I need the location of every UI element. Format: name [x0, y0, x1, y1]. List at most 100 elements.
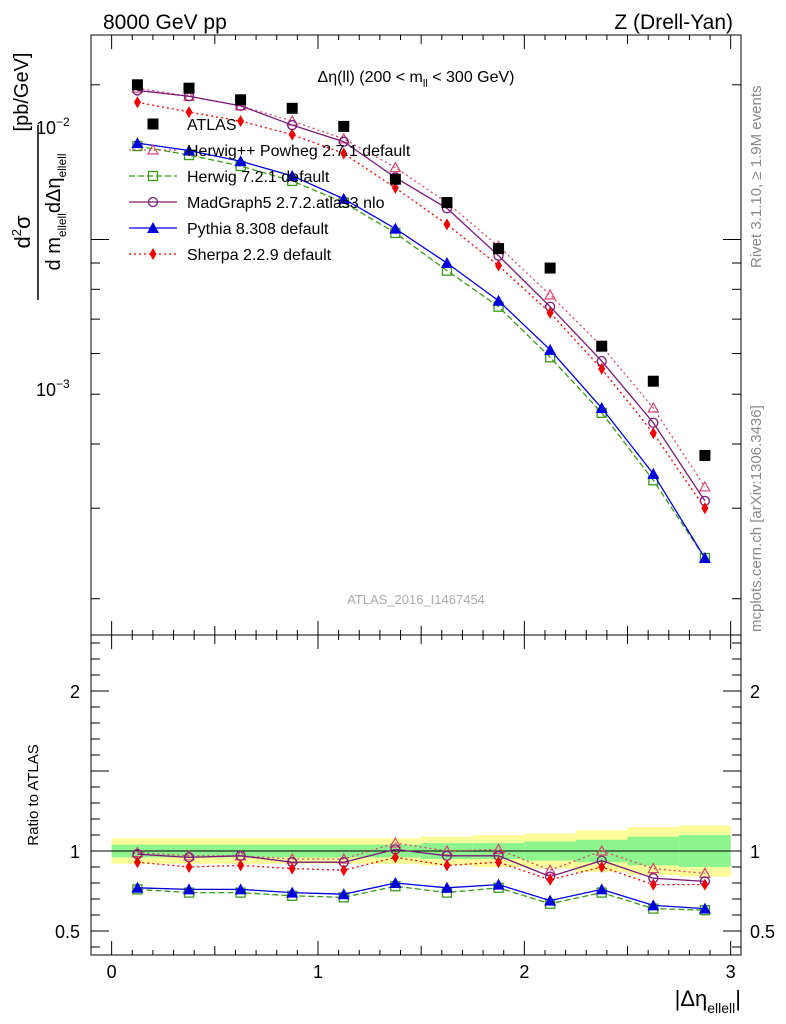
ratio-point-herwigpp — [595, 844, 608, 856]
ratio-point-sherpa — [185, 861, 193, 873]
ratio-xtick-label: 1 — [313, 962, 323, 982]
main-point-atlas — [183, 82, 195, 94]
ratio-point-pythia — [131, 881, 144, 893]
main-point-pythia — [492, 294, 505, 306]
main-line-pythia — [137, 142, 706, 559]
legend-label-pythia: Pythia 8.308 default — [187, 221, 329, 238]
ratio-point-sherpa — [546, 873, 554, 886]
legend-marker-sherpa — [149, 248, 157, 260]
main-series-atlas — [131, 79, 711, 461]
legend-label-herwigpp: Herwig++ Powheg 2.7.1 default — [187, 143, 411, 160]
legend-entry-pythia: Pythia 8.308 default — [129, 221, 329, 238]
ratio-point-herwigpp — [492, 843, 505, 855]
main-point-pythia — [647, 467, 660, 479]
main-point-sherpa — [340, 147, 348, 160]
ratio-series-herwig7 — [132, 881, 711, 916]
legend-label-atlas: ATLAS — [187, 117, 237, 134]
ratio-point-pythia — [544, 894, 557, 906]
main-point-pythia — [286, 169, 299, 181]
main-point-sherpa — [701, 502, 709, 515]
main-point-atlas — [647, 375, 659, 387]
ratio-point-herwigpp — [182, 849, 196, 861]
main-point-sherpa — [443, 218, 451, 231]
ytick-label-1e-3: 10−3 — [36, 377, 70, 400]
legend-entry-herwigpp: Herwig++ Powheg 2.7.1 default — [129, 143, 411, 160]
ratio-xtick-label: 3 — [726, 962, 736, 982]
ratio-xtick-label: 2 — [519, 962, 529, 982]
ratio-line-pythia — [137, 882, 705, 910]
main-point-atlas — [235, 94, 247, 106]
legend-entry-sherpa: Sherpa 2.2.9 default — [129, 247, 332, 264]
ratio-axis-ticks: 0 1 2 3 0.5 0.5 1 1 2 2 — [55, 635, 775, 982]
legend-label-madgraph: MadGraph5 2.7.2.atlas3 nlo — [187, 195, 385, 212]
main-point-atlas — [131, 79, 143, 91]
ratio-point-sherpa — [598, 861, 606, 873]
ratio-series-pythia — [131, 877, 711, 914]
ratio-point-herwigpp — [647, 862, 660, 874]
main-point-atlas — [389, 173, 401, 185]
ratio-point-sherpa — [495, 856, 503, 869]
ratio-point-sherpa — [391, 851, 399, 864]
main-point-atlas — [544, 262, 556, 274]
ratio-panel-frame — [90, 634, 742, 956]
main-point-herwigpp — [698, 480, 711, 492]
main-point-atlas — [286, 102, 298, 114]
ratio-point-herwigpp — [440, 844, 453, 856]
main-point-sherpa — [133, 96, 141, 109]
ratio-ytick-label-left: 2 — [70, 682, 80, 702]
ratio-ytick-label-right: 2 — [750, 682, 760, 702]
ratio-point-pythia — [595, 883, 608, 895]
main-point-pythia — [234, 155, 247, 167]
ratio-point-pythia — [337, 888, 350, 900]
ratio-line-madgraph — [137, 848, 705, 883]
ratio-point-herwigpp — [389, 836, 402, 848]
ratio-point-pythia — [492, 878, 505, 890]
legend-entry-herwig7: Herwig 7.2.1 default — [129, 169, 330, 186]
ratio-point-sherpa — [288, 862, 296, 875]
main-point-pythia — [389, 222, 402, 234]
y-axis-label-unit: [pb/GeV] — [11, 53, 33, 132]
main-point-herwigpp — [647, 401, 660, 413]
legend-label-herwig7: Herwig 7.2.1 default — [187, 169, 330, 186]
ratio-point-pythia — [698, 902, 711, 914]
main-line-sherpa — [137, 101, 706, 509]
main-point-madgraph — [338, 136, 349, 147]
main-point-atlas — [596, 340, 608, 352]
main-point-sherpa — [649, 427, 657, 440]
main-point-sherpa — [185, 106, 193, 119]
ratio-point-pythia — [440, 881, 453, 893]
mcplots-label: mcplots.cern.ch [arXiv:1306.3436] — [748, 405, 765, 632]
main-point-pythia — [544, 343, 557, 355]
main-line-herwig7 — [137, 145, 706, 559]
ratio-ytick-label-right: 0.5 — [750, 922, 775, 942]
main-axis-ticks — [91, 35, 741, 635]
ratio-y-label: Ratio to ATLAS — [25, 744, 42, 845]
main-point-sherpa — [546, 306, 554, 319]
legend-marker-atlas — [147, 118, 159, 130]
ratio-point-pythia — [647, 899, 660, 911]
ratio-ytick-label-left: 0.5 — [55, 922, 80, 942]
legend-marker-herwig7 — [147, 170, 159, 182]
main-point-herwigpp — [544, 288, 557, 300]
header-left: 8000 GeV pp — [103, 11, 227, 34]
legend-label-sherpa: Sherpa 2.2.9 default — [187, 247, 332, 264]
ratio-ytick-label-right: 1 — [750, 842, 760, 862]
legend-marker-pythia — [147, 222, 159, 233]
main-line-madgraph — [137, 89, 706, 502]
ratio-point-sherpa — [443, 859, 451, 872]
header-right: Z (Drell-Yan) — [614, 11, 733, 34]
y-axis-label: d2σ d mellelldΔηellell [pb/GeV] — [9, 53, 69, 300]
main-series-pythia — [131, 137, 711, 564]
ratio-point-pythia — [183, 883, 196, 895]
ratio-line-herwig7 — [137, 885, 705, 911]
main-point-sherpa — [495, 259, 503, 272]
main-point-atlas — [493, 243, 505, 255]
analysis-watermark: ATLAS_2016_I1467454 — [347, 592, 485, 607]
ratio-point-pythia — [234, 883, 247, 895]
ratio-plot-area — [91, 825, 741, 916]
legend-marker-madgraph — [147, 196, 159, 208]
y-axis-label-numerator: d2σ — [9, 215, 35, 248]
main-point-pythia — [183, 144, 196, 156]
main-point-atlas — [338, 120, 350, 132]
